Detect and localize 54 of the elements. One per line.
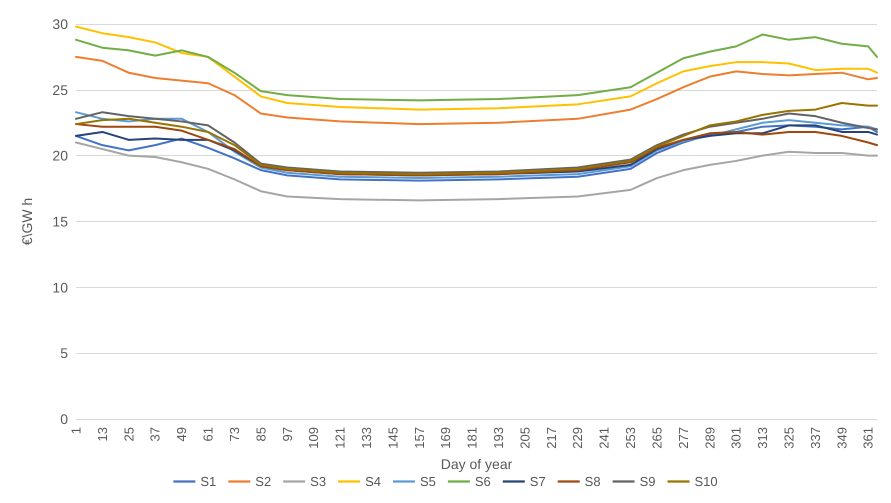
y-tick-label: 0 [60,411,68,427]
line-series [75,26,878,111]
legend-label: S6 [474,474,491,489]
x-axis-title: Day of year [440,456,513,472]
line-series [75,142,878,202]
x-tick-label: 301 [728,427,744,449]
y-axis-title: €\GW h [19,198,35,246]
line-series [75,56,878,126]
legend-label: S9 [640,474,656,489]
x-tick-label: 145 [385,427,400,449]
x-tick-label: 169 [438,427,454,449]
x-tick-label: 289 [702,427,718,449]
x-tick-label: 361 [860,427,876,449]
x-tick-label: 337 [808,427,823,449]
y-tick-label: 5 [60,345,68,362]
x-tick-label: 85 [253,427,268,442]
y-tick-label: 15 [52,214,68,230]
legend-label: S1 [200,474,216,489]
x-tick-label: 133 [358,427,374,449]
x-tick-label: 25 [121,427,136,442]
x-tick-label: 157 [412,427,427,449]
x-tick-label: 121 [332,427,348,449]
legend-label: S4 [365,474,381,489]
x-tick-label: 217 [544,427,559,449]
y-tick-label: 25 [52,82,68,98]
x-tick-label: 313 [755,427,770,449]
x-tick-label: 277 [676,427,691,449]
y-tick-label: 10 [52,279,68,296]
x-tick-label: 241 [596,427,612,449]
x-tick-label: 253 [623,427,638,449]
x-tick-label: 73 [226,427,242,442]
y-tick-label: 30 [52,16,68,32]
y-tick-label: 20 [52,148,68,164]
legend-label: S8 [584,474,601,489]
x-tick-label: 193 [491,427,506,449]
legend-label: S10 [694,474,718,489]
line-series [75,34,878,102]
x-tick-label: 205 [517,427,532,449]
x-tick-label: 181 [464,427,480,449]
x-tick-label: 229 [570,427,586,449]
x-tick-label: 109 [306,427,322,449]
x-tick-label: 325 [781,427,796,449]
x-tick-label: 1 [68,427,84,434]
x-tick-label: 349 [834,427,850,449]
x-tick-label: 61 [200,427,216,442]
x-tick-label: 13 [94,427,110,442]
legend-label: S7 [530,474,546,489]
legend-label: S2 [255,474,272,489]
legend-label: S5 [420,474,436,489]
x-tick-label: 37 [148,427,163,442]
legend-label: S3 [310,474,326,489]
x-tick-label: 49 [174,427,190,442]
x-tick-label: 265 [649,427,664,449]
x-tick-label: 97 [280,427,295,442]
